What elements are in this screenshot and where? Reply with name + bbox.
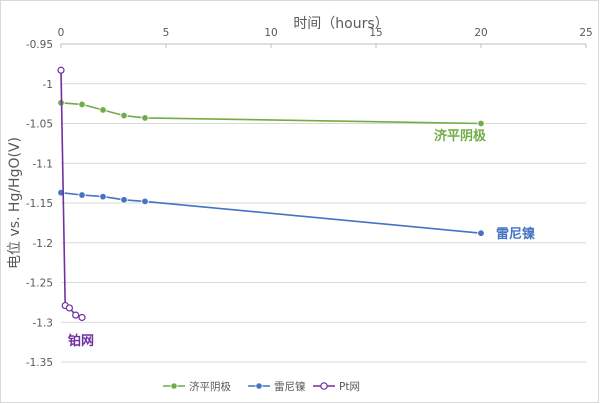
gridlines — [61, 43, 586, 363]
data-point — [141, 197, 149, 206]
legend: 济平阴极 雷尼镍 Pt网 — [163, 380, 360, 393]
data-point — [99, 192, 107, 201]
data-point — [78, 100, 86, 109]
data-point — [72, 311, 80, 319]
x-tick-label: 5 — [163, 27, 170, 39]
y-tick-label: -1.2 — [33, 238, 54, 250]
x-axis-title: 时间（hours） — [293, 16, 388, 32]
legend-item: Pt网 — [313, 381, 360, 393]
data-point — [57, 66, 65, 74]
legend-label: 雷尼镍 — [274, 380, 306, 393]
x-tick-label: 20 — [474, 27, 487, 39]
y-tick-label: -1.05 — [26, 119, 53, 131]
y-axis-ticks: -0.95 -1 -1.05 -1.1 -1.15 -1.2 -1.25 -1.3 -1.35 — [26, 39, 53, 369]
legend-swatch-marker — [255, 382, 263, 390]
x-tick-label: 0 — [58, 27, 65, 39]
x-tick-label: 10 — [264, 27, 277, 39]
y-tick-label: -1.25 — [26, 278, 53, 290]
legend-item: 雷尼镍 — [248, 380, 306, 393]
y-tick-label: -1.1 — [33, 158, 54, 170]
annotation-jiping: 济平阴极 — [434, 128, 487, 144]
y-axis-title: 电位 vs. Hg/HgO(V) — [7, 137, 23, 269]
data-point — [99, 106, 107, 114]
x-axis-ticks: 0 5 10 15 20 25 — [58, 27, 593, 48]
data-point — [141, 114, 149, 122]
data-point — [78, 313, 86, 322]
y-tick-label: -1.35 — [26, 357, 53, 369]
legend-swatch-marker — [170, 382, 178, 390]
data-point — [120, 111, 128, 120]
series-layer — [57, 66, 485, 322]
y-tick-label: -1.15 — [26, 198, 53, 210]
y-tick-label: -1 — [43, 79, 53, 91]
annotation-raney-nickel: 雷尼镍 — [496, 226, 535, 242]
x-tick-label: 15 — [369, 27, 382, 39]
legend-swatch-marker — [320, 382, 328, 390]
legend-label: 济平阴极 — [189, 380, 231, 393]
data-point — [477, 119, 485, 128]
data-point — [120, 196, 128, 204]
y-tick-label: -0.95 — [26, 39, 53, 51]
data-point — [65, 304, 74, 312]
legend-label: Pt网 — [339, 381, 360, 393]
data-point — [78, 191, 86, 199]
data-point — [477, 229, 485, 237]
x-tick-label: 25 — [579, 27, 592, 39]
y-tick-label: -1.3 — [33, 317, 54, 329]
annotation-platinum-mesh: 铂网 — [68, 333, 94, 349]
legend-item: 济平阴极 — [163, 380, 231, 393]
